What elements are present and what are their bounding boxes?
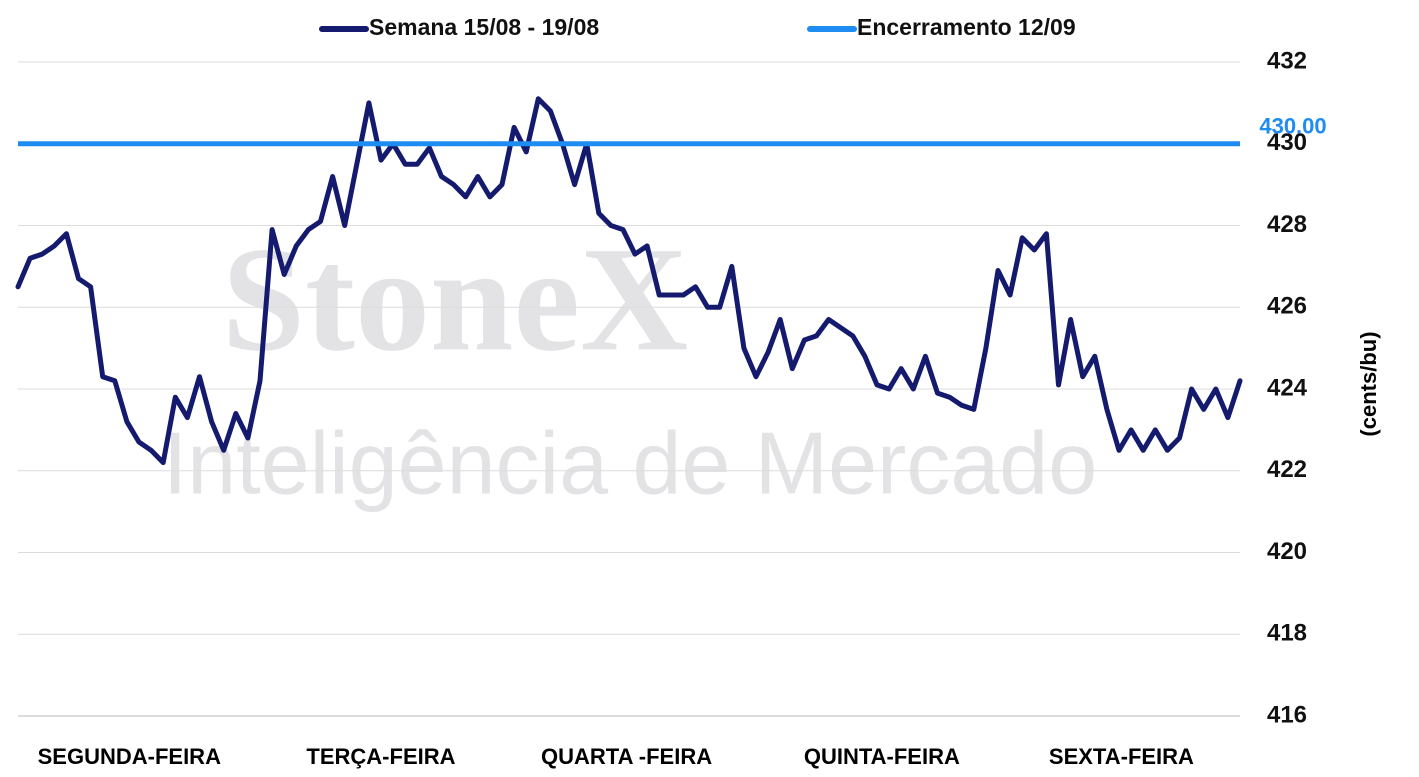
x-tick-label: SEXTA-FEIRA [1049,744,1194,769]
watermark-brand: StoneX [222,216,689,382]
legend-label: Encerramento 12/09 [857,14,1076,40]
y-tick-label: 426 [1267,293,1307,320]
x-tick-label: TERÇA-FEIRA [306,744,455,769]
series-line [15,96,1243,466]
x-tick-label: QUARTA -FEIRA [541,744,712,769]
y-tick-label: 418 [1267,620,1307,647]
watermark-tagline: Inteligência de Mercado [163,413,1097,512]
y-tick-label: 428 [1267,211,1307,238]
y-tick-label: 432 [1267,47,1307,74]
y-tick-label: 420 [1267,538,1307,565]
y-axis-label: (cents/bu) [1356,331,1381,436]
legend-label: Semana 15/08 - 19/08 [369,14,599,40]
x-tick-label: SEGUNDA-FEIRA [38,744,221,769]
y-tick-label: 430 [1267,129,1307,156]
y-tick-label: 424 [1267,374,1308,401]
value-label: 430.00 [1259,114,1326,139]
x-tick-label: QUINTA-FEIRA [804,744,960,769]
y-tick-label: 416 [1267,701,1307,728]
y-tick-label: 422 [1267,456,1307,483]
